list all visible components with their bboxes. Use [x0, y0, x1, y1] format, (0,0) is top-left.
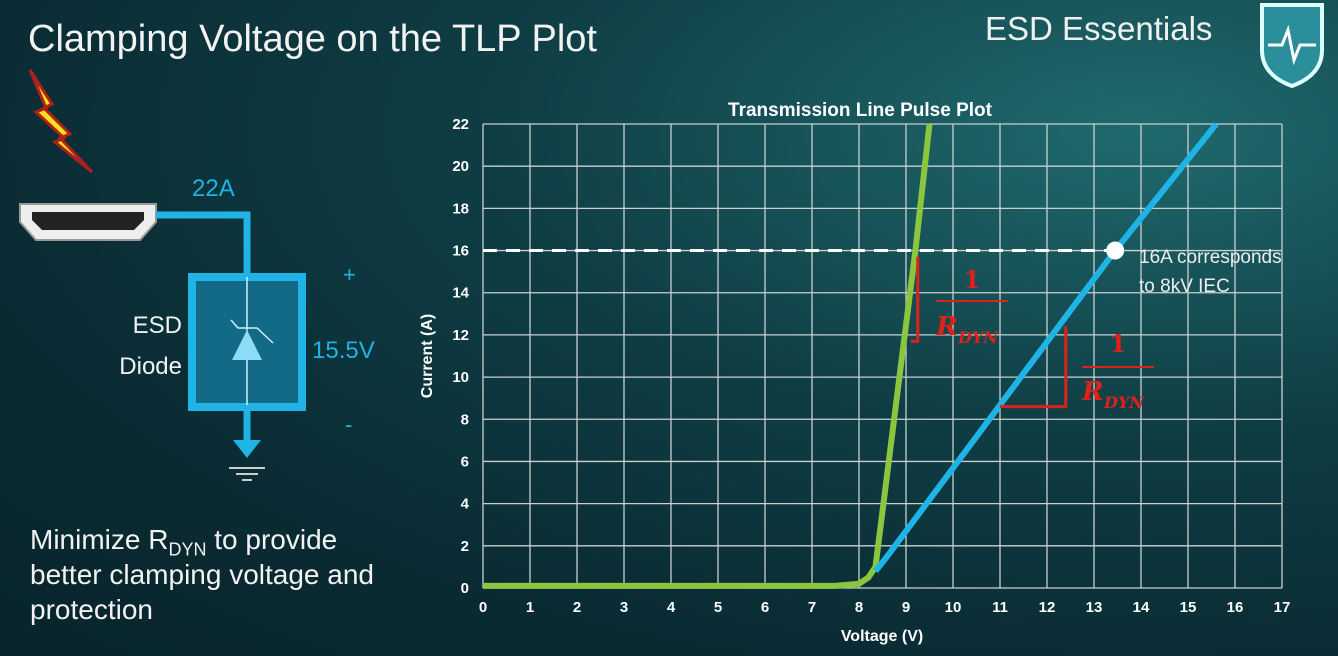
x-tick-label: 4 — [667, 599, 676, 616]
marker-16a — [1106, 241, 1125, 260]
shield-logo-icon — [1260, 3, 1324, 89]
blue-curve — [873, 122, 1219, 573]
x-tick-label: 15 — [1180, 599, 1197, 616]
y-tick-label: 18 — [452, 200, 469, 217]
tlp-plot: 0 1 2 3 4 5 6 7 8 9 10 11 12 13 14 15 16 1702468101214161… — [452, 116, 1290, 616]
x-tick-label: 2 — [573, 599, 581, 616]
slope-triangle-green — [910, 256, 920, 343]
slope-numerator: 1 — [1110, 329, 1127, 358]
diode-label: Diode — [119, 353, 182, 380]
voltage-label: 15.5V — [312, 337, 375, 364]
diode-icon — [232, 330, 262, 360]
y-tick-label: 6 — [461, 453, 469, 470]
slope-label-blue: 1 R DYN — [1081, 329, 1154, 412]
minus-sign: - — [345, 412, 352, 437]
hdmi-connector-icon — [19, 203, 157, 241]
x-tick-label: 13 — [1086, 599, 1103, 616]
x-tick-label: 7 — [808, 599, 816, 616]
x-tick-label: 17 — [1274, 599, 1291, 616]
y-tick-label: 10 — [452, 369, 469, 386]
ground-icon — [229, 467, 265, 481]
slope-denominator-sub: DYN — [1103, 393, 1145, 412]
current-label: 22A — [192, 175, 235, 202]
y-tick-label: 14 — [452, 285, 469, 302]
y-tick-label: 12 — [452, 327, 469, 344]
x-tick-label: 1 — [526, 599, 534, 616]
chart-title: Transmission Line Pulse Plot — [728, 100, 993, 121]
bullet-text: Minimize RDYN to provide better clamping… — [30, 522, 415, 627]
x-tick-label: 16 — [1227, 599, 1244, 616]
y-tick-label: 8 — [461, 411, 469, 428]
esd-label: ESD — [133, 312, 182, 339]
y-tick-label: 16 — [452, 243, 469, 260]
x-tick-label: 12 — [1039, 599, 1056, 616]
x-tick-label: 9 — [902, 599, 910, 616]
wire — [156, 211, 251, 274]
x-tick-label: 14 — [1133, 599, 1150, 616]
plus-sign: + — [343, 262, 356, 287]
x-tick-label: 11 — [992, 599, 1008, 616]
bullet-sub: DYN — [168, 539, 207, 560]
annotation-line-2: to 8kV IEC — [1139, 276, 1230, 297]
slope-numerator: 1 — [964, 265, 981, 294]
y-tick-label: 22 — [452, 116, 469, 133]
x-tick-label: 0 — [479, 599, 487, 616]
bullet-pre: Minimize R — [30, 524, 169, 555]
y-tick-label: 2 — [461, 538, 469, 555]
slope-denominator: R — [935, 312, 958, 342]
x-tick-label: 6 — [761, 599, 769, 616]
circuit-diagram: 22A ESD Diode 15.5V + - — [19, 69, 375, 481]
x-tick-label: 10 — [945, 599, 962, 616]
arrow-down-icon — [233, 440, 261, 458]
slope-triangle-blue — [1000, 326, 1068, 409]
y-tick-label: 4 — [461, 496, 470, 513]
x-axis-label: Voltage (V) — [841, 628, 923, 645]
x-tick-label: 8 — [855, 599, 863, 616]
lightning-icon — [28, 69, 94, 174]
y-tick-label: 20 — [452, 158, 469, 175]
x-tick-label: 5 — [714, 599, 722, 616]
green-curve — [483, 123, 933, 589]
x-tick-label: 3 — [620, 599, 628, 616]
slope-label-green: 1 R DYN — [935, 265, 1008, 347]
slope-denominator-sub: DYN — [957, 328, 999, 347]
y-axis-label: Current (A) — [419, 314, 436, 398]
slope-denominator: R — [1081, 377, 1104, 407]
annotation-line-1: 16A corresponds — [1139, 247, 1282, 268]
brand-name: ESD Essentials — [985, 10, 1213, 47]
bullet-post: to provide better clamping voltage and p… — [30, 524, 374, 625]
y-tick-label: 0 — [461, 580, 469, 597]
slide-title: Clamping Voltage on the TLP Plot — [28, 18, 597, 60]
